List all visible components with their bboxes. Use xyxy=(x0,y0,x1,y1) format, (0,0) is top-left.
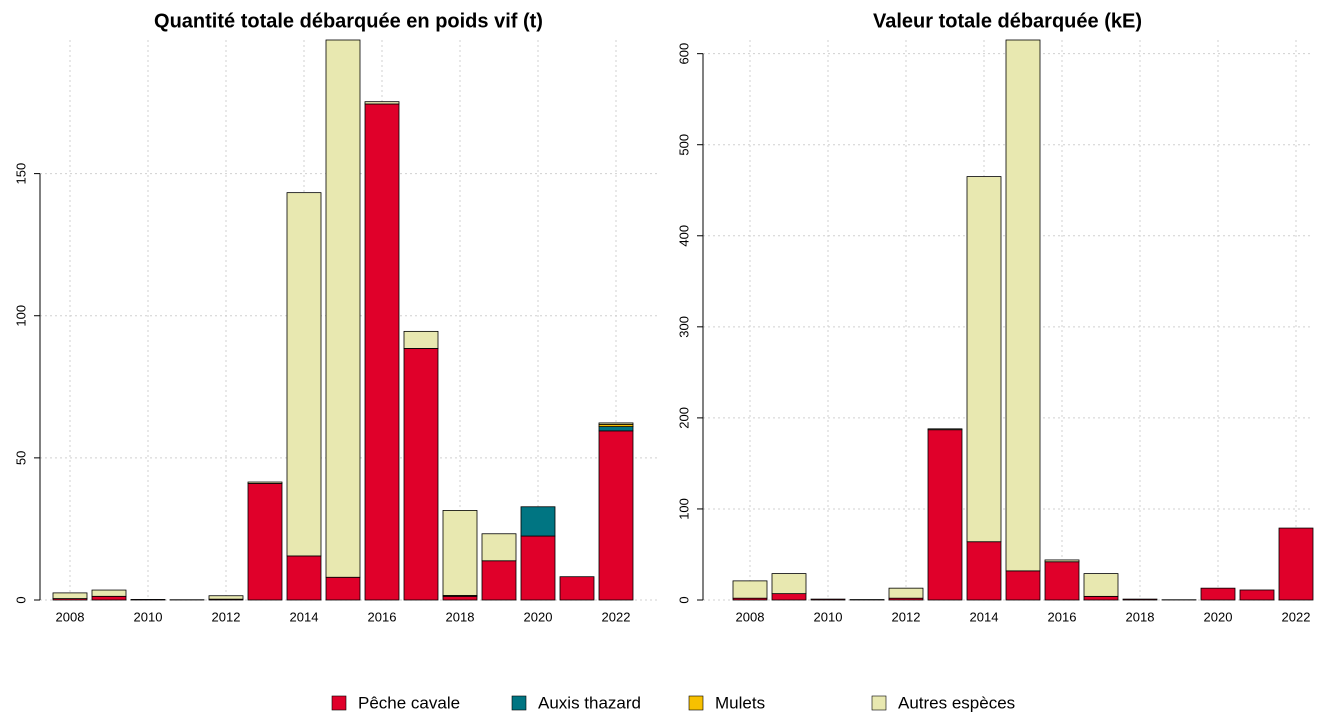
legend-swatch xyxy=(512,696,526,710)
bar-segment: Pêche cavale xyxy=(1006,571,1040,600)
legend-text: Pêche cavale xyxy=(358,693,460,712)
bar-segment: Pêche cavale xyxy=(365,104,399,600)
legend-text: Autres espèces xyxy=(898,693,1015,712)
legend-swatch xyxy=(872,696,886,710)
x-tick-label: 2010 xyxy=(134,609,163,624)
bar-segment: Pêche cavale xyxy=(443,596,477,600)
y-tick-label: 50 xyxy=(13,451,28,465)
bar-segment: Pêche cavale xyxy=(599,431,633,600)
x-tick-label: 2010 xyxy=(814,609,843,624)
bar-segment: Autres espèces xyxy=(599,423,633,424)
y-tick-label: 100 xyxy=(676,498,691,520)
bar-segment: Autres espèces xyxy=(53,593,87,599)
y-tick-label: 400 xyxy=(676,225,691,247)
bar-segment: Autres espèces xyxy=(928,429,962,430)
y-tick-label: 600 xyxy=(676,43,691,65)
bar-segment: Autres espèces xyxy=(92,590,126,596)
bar-segment: Auxis thazard xyxy=(599,427,633,431)
bar-segment: Auxis thazard xyxy=(521,507,555,536)
bar-segment: Autres espèces xyxy=(1006,40,1040,571)
bar-segment: Pêche cavale xyxy=(482,561,516,600)
bar-segment: Autres espèces xyxy=(482,534,516,561)
bar-segment: Autres espèces xyxy=(889,588,923,598)
x-tick-label: 2016 xyxy=(368,609,397,624)
bar-segment: Pêche cavale xyxy=(248,483,282,600)
x-tick-label: 2008 xyxy=(736,609,765,624)
x-tick-label: 2016 xyxy=(1048,609,1077,624)
x-tick-label: 2008 xyxy=(56,609,85,624)
bar-segment: Autres espèces xyxy=(404,331,438,348)
y-tick-label: 0 xyxy=(676,596,691,603)
x-tick-label: 2012 xyxy=(212,609,241,624)
bar-segment: Pêche cavale xyxy=(404,348,438,600)
y-tick-label: 0 xyxy=(13,596,28,603)
x-tick-label: 2020 xyxy=(1204,609,1233,624)
bar-segment: Autres espèces xyxy=(733,581,767,598)
bar-segment: Pêche cavale xyxy=(772,594,806,600)
bar-segment: Autres espèces xyxy=(365,102,399,104)
bar-segment: Pêche cavale xyxy=(1084,596,1118,600)
bar-segment: Pêche cavale xyxy=(967,542,1001,600)
bar-segment: Autres espèces xyxy=(209,596,243,599)
legend-swatch xyxy=(332,696,346,710)
bar-segment: Pêche cavale xyxy=(326,577,360,600)
bar-segment: Autres espèces xyxy=(443,510,477,595)
bar-segment: Autres espèces xyxy=(967,177,1001,542)
y-tick-label: 150 xyxy=(13,163,28,185)
bar-segment: Autres espèces xyxy=(248,482,282,483)
x-tick-label: 2022 xyxy=(602,609,631,624)
bar-segment: Pêche cavale xyxy=(811,599,845,600)
y-tick-label: 500 xyxy=(676,134,691,156)
y-tick-label: 200 xyxy=(676,407,691,429)
x-tick-label: 2020 xyxy=(524,609,553,624)
bar-segment: Pêche cavale xyxy=(92,596,126,600)
x-tick-label: 2014 xyxy=(290,609,319,624)
legend-text: Mulets xyxy=(715,693,765,712)
x-tick-label: 2018 xyxy=(1126,609,1155,624)
chart-title: Valeur totale débarquée (kE) xyxy=(873,10,1142,32)
bar-segment: Pêche cavale xyxy=(521,536,555,600)
legend-text: Auxis thazard xyxy=(538,693,641,712)
bar-segment: Autres espèces xyxy=(1084,574,1118,597)
bar-segment: Autres espèces xyxy=(287,193,321,556)
bar-segment: Pêche cavale xyxy=(1201,588,1235,600)
bar-segment: Pêche cavale xyxy=(1123,599,1157,600)
y-tick-label: 300 xyxy=(676,316,691,338)
bar-segment: Pêche cavale xyxy=(1279,528,1313,600)
bar-segment: Autres espèces xyxy=(326,40,360,577)
bar-segment: Autres espèces xyxy=(1045,560,1079,562)
y-tick-label: 100 xyxy=(13,305,28,327)
bar-segment: Pêche cavale xyxy=(1045,562,1079,600)
bar-segment: Pêche cavale xyxy=(560,577,594,600)
x-tick-label: 2012 xyxy=(892,609,921,624)
bar-segment: Pêche cavale xyxy=(1240,590,1274,600)
bar-segment: Pêche cavale xyxy=(131,599,165,600)
x-tick-label: 2014 xyxy=(970,609,999,624)
chart-title: Quantité totale débarquée en poids vif (… xyxy=(154,10,543,32)
x-tick-label: 2022 xyxy=(1282,609,1311,624)
bar-segment: Autres espèces xyxy=(772,574,806,594)
bar-segment: Pêche cavale xyxy=(928,430,962,600)
legend-swatch xyxy=(689,696,703,710)
x-tick-label: 2018 xyxy=(446,609,475,624)
bar-segment: Pêche cavale xyxy=(287,556,321,600)
